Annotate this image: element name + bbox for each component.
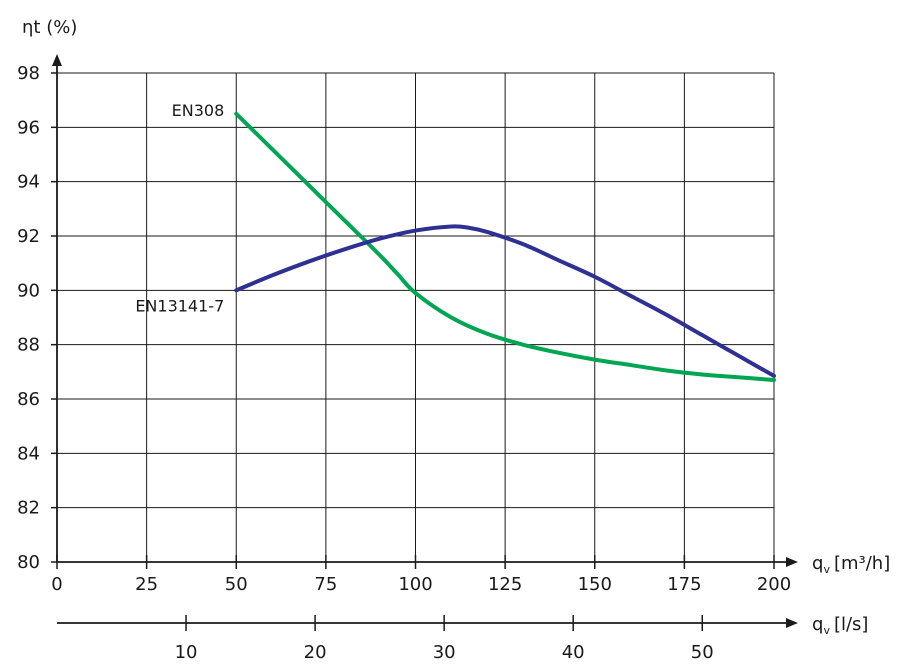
x-tick-label: 100 — [398, 574, 432, 595]
x-axis-arrow — [786, 557, 798, 567]
series-label-en13141-7: EN13141-7 — [135, 296, 224, 315]
x-tick-label: 50 — [225, 574, 248, 595]
y-axis-label: ηt (%) — [22, 17, 77, 38]
series-label-en308: EN308 — [172, 101, 225, 120]
x2-axis-label: qv [l/s] — [812, 614, 868, 637]
series-line-en13141-7 — [234, 224, 776, 378]
y-tick-label: 98 — [17, 63, 40, 84]
y-tick-label: 96 — [17, 117, 40, 138]
y-tick-label: 92 — [17, 226, 40, 247]
y-tick-label: 88 — [17, 335, 40, 356]
x2-tick-label: 30 — [433, 642, 456, 663]
series-lines — [234, 111, 776, 382]
y-tick-label: 80 — [17, 552, 40, 573]
x2-tick-label: 40 — [562, 642, 585, 663]
x2-axis-arrow — [786, 618, 798, 628]
x-tick-label: 200 — [757, 574, 791, 595]
grid-lines — [57, 72, 775, 562]
series-line-en308 — [234, 111, 776, 382]
x-tick-label: 0 — [51, 574, 62, 595]
y-tick-label: 84 — [17, 443, 40, 464]
y-tick-label: 82 — [17, 498, 40, 519]
x-axis-label: qv [m³/h] — [812, 553, 890, 576]
x-tick-label: 75 — [314, 574, 337, 595]
x2-tick-label: 50 — [691, 642, 714, 663]
y-tick-label: 90 — [17, 280, 40, 301]
x-tick-label: 150 — [578, 574, 612, 595]
y-tick-label: 94 — [17, 172, 40, 193]
y-axis-arrow — [52, 54, 62, 66]
chart-text: 80 82 84 86 88 90 92 94 96 98 0 25 50 75 100 125 150 175 2… — [17, 17, 890, 663]
x2-tick-label: 10 — [175, 642, 198, 663]
axes — [51, 54, 798, 631]
y-tick-label: 86 — [17, 389, 40, 410]
x-tick-label: 175 — [667, 574, 701, 595]
x2-tick-label: 20 — [304, 642, 327, 663]
x-tick-label: 25 — [135, 574, 158, 595]
x-tick-label: 125 — [488, 574, 522, 595]
